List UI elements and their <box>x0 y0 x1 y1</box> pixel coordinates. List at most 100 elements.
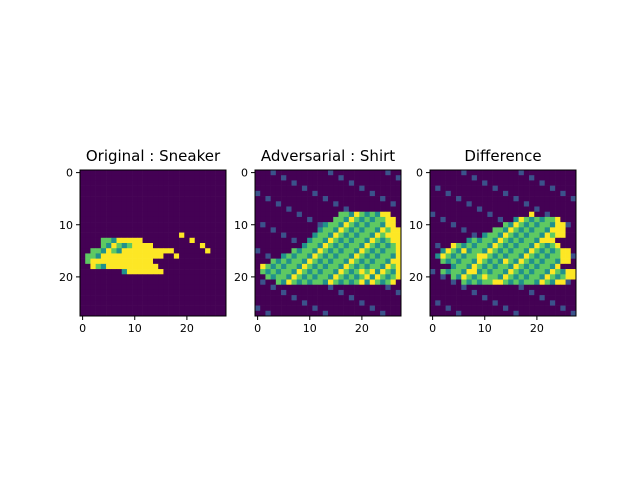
heatmap-cell <box>163 248 169 254</box>
heatmap-cell <box>137 175 143 181</box>
heatmap-cell <box>333 310 339 317</box>
heatmap-cell <box>539 196 546 202</box>
heatmap-cell <box>163 243 169 249</box>
heatmap-cell <box>116 279 123 286</box>
heatmap-cell <box>173 269 180 275</box>
heatmap-cell <box>312 201 318 207</box>
heatmap-cell <box>487 263 493 270</box>
heatmap-cell <box>333 222 339 228</box>
heatmap-cell <box>80 185 86 192</box>
heatmap-cell <box>497 243 504 249</box>
heatmap-cell <box>116 248 123 254</box>
heatmap-cell <box>215 258 222 265</box>
heatmap-cell <box>132 180 138 186</box>
heatmap-cell <box>132 269 138 275</box>
heatmap-cell <box>354 263 360 270</box>
heatmap-cell <box>508 190 514 197</box>
heatmap-cell <box>456 248 462 254</box>
heatmap-cell <box>80 310 86 317</box>
heatmap-cell <box>95 269 102 275</box>
heatmap-cell <box>270 258 277 265</box>
heatmap-cell <box>322 248 329 254</box>
heatmap-cell <box>466 310 473 317</box>
heatmap-cell <box>121 237 128 244</box>
heatmap-cell <box>291 269 298 275</box>
heatmap-cell <box>210 263 216 270</box>
heatmap-cell <box>168 274 175 280</box>
heatmap-cell <box>534 185 540 192</box>
heatmap-cell <box>395 180 402 186</box>
heatmap-cell <box>549 180 556 186</box>
heatmap-cell <box>281 284 287 291</box>
heatmap-cell <box>106 206 112 213</box>
heatmap-cell <box>275 216 282 223</box>
heatmap-cell <box>291 211 298 218</box>
heatmap-cell <box>497 295 504 301</box>
heatmap-cell <box>142 185 149 192</box>
heatmap-cell <box>440 284 446 291</box>
heatmap-cell <box>456 289 462 296</box>
heatmap-cell <box>85 248 91 254</box>
heatmap-cell <box>158 175 164 181</box>
heatmap-cell <box>390 232 397 239</box>
heatmap-cell <box>364 185 371 192</box>
heatmap-cell <box>100 185 107 192</box>
heatmap-cell <box>132 279 138 286</box>
heatmap-cells <box>430 170 577 317</box>
heatmap-cell <box>132 295 138 301</box>
heatmap-cell <box>80 227 86 233</box>
heatmap-cell <box>549 295 556 301</box>
heatmap-cell <box>189 284 196 291</box>
heatmap-cell <box>317 269 324 275</box>
heatmap-cell <box>518 305 525 312</box>
heatmap-cell <box>317 274 324 280</box>
heatmap-cell <box>189 289 196 296</box>
heatmap-cell <box>570 237 577 244</box>
heatmap-cell <box>199 190 206 197</box>
heatmap-cell <box>560 243 566 249</box>
heatmap-cell <box>338 300 344 306</box>
heatmap-cell <box>147 175 154 181</box>
heatmap-cell <box>450 310 457 317</box>
heatmap-cell <box>312 248 318 254</box>
heatmap-cell <box>450 196 457 202</box>
heatmap-cell <box>456 253 462 259</box>
heatmap-cell <box>466 185 473 192</box>
heatmap-cell <box>255 216 261 223</box>
heatmap-cell <box>456 243 462 249</box>
heatmap-cell <box>348 279 355 286</box>
heatmap-cell <box>85 170 91 176</box>
heatmap-cell <box>270 185 277 192</box>
heatmap-cell <box>450 190 457 197</box>
heatmap-cell <box>137 300 143 306</box>
heatmap-cell <box>518 211 525 218</box>
heatmap-cell <box>168 222 175 228</box>
heatmap-cell <box>508 237 514 244</box>
heatmap-cell <box>153 232 159 239</box>
heatmap-cell <box>121 269 128 275</box>
heatmap-cell <box>317 258 324 265</box>
heatmap-cell <box>487 253 493 259</box>
heatmap-cell <box>338 211 344 218</box>
heatmap-cell <box>85 258 91 265</box>
heatmap-cell <box>194 170 201 176</box>
heatmap-cell <box>539 211 546 218</box>
heatmap-cell <box>126 310 133 317</box>
heatmap-cell <box>549 185 556 192</box>
heatmap-cell <box>179 248 185 254</box>
heatmap-cell <box>476 227 483 233</box>
heatmap-cell <box>215 279 222 286</box>
heatmap-cell <box>471 190 478 197</box>
heatmap-cell <box>518 300 525 306</box>
heatmap-cell <box>281 248 287 254</box>
heatmap-cell <box>80 196 86 202</box>
heatmap-cell <box>445 190 452 197</box>
heatmap-cell <box>210 227 216 233</box>
heatmap-cell <box>270 248 277 254</box>
heatmap-cell <box>338 227 344 233</box>
heatmap-cell <box>173 237 180 244</box>
heatmap-cell <box>194 237 201 244</box>
heatmap-cell <box>194 263 201 270</box>
heatmap-cell <box>215 216 222 223</box>
